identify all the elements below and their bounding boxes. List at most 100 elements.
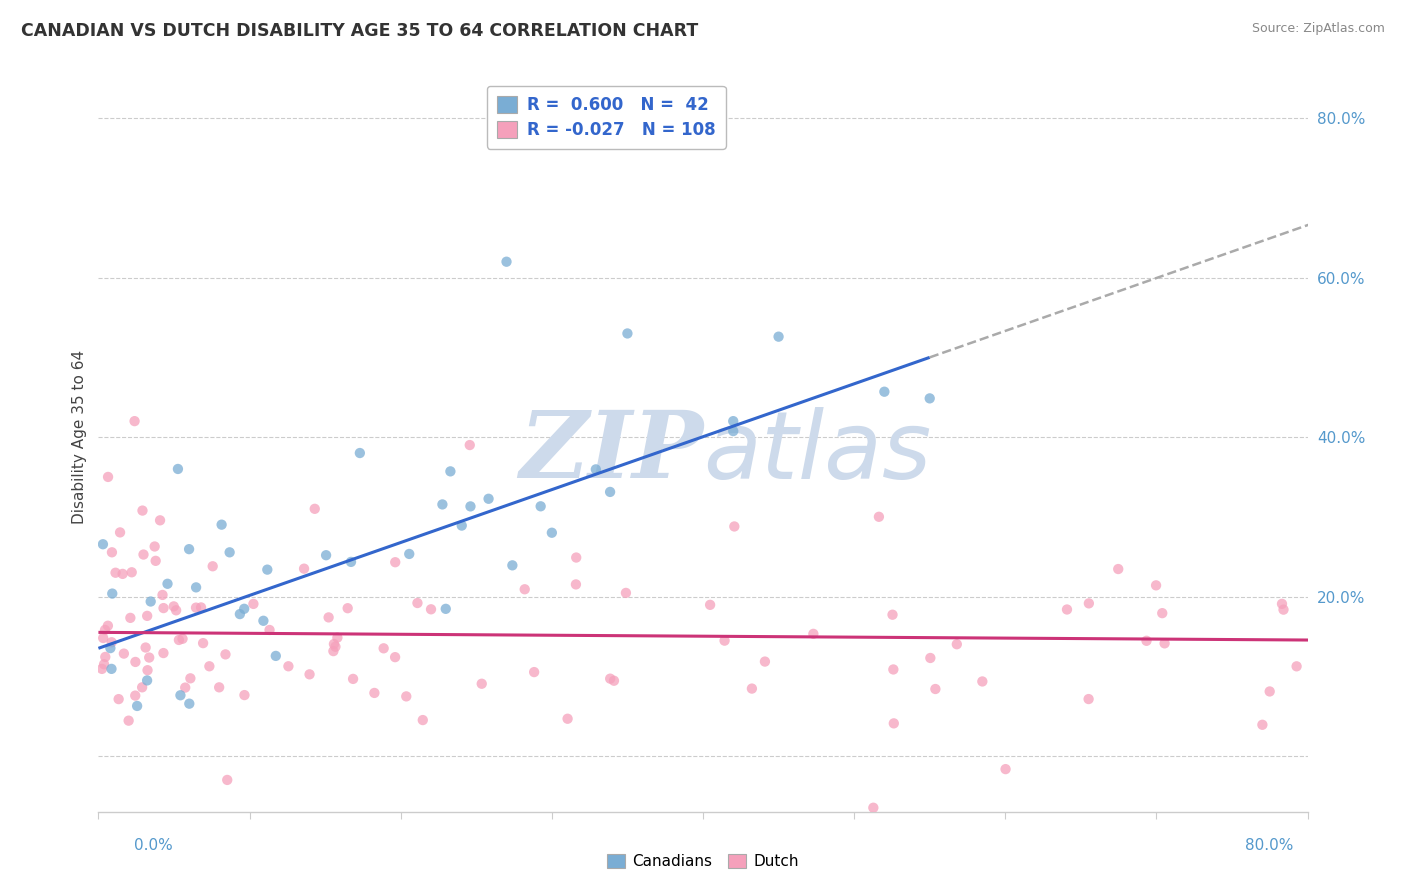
Point: [184, 600, 207, 615]
Point: [373, 641, 395, 656]
Point: [132, 548, 155, 562]
Point: [111, 566, 134, 581]
Point: [152, 646, 174, 660]
Point: [723, 519, 745, 533]
Point: [179, 697, 201, 711]
Point: [127, 698, 149, 713]
Point: [208, 681, 231, 695]
Point: [946, 637, 969, 651]
Point: [124, 689, 146, 703]
Point: [325, 640, 347, 654]
Point: [100, 635, 122, 649]
Point: [883, 716, 905, 731]
Point: [868, 509, 890, 524]
Point: [211, 517, 233, 532]
Point: [1144, 578, 1167, 592]
Point: [585, 462, 607, 476]
Point: [1107, 562, 1129, 576]
Point: [523, 665, 546, 679]
Point: [458, 438, 481, 452]
Point: [156, 576, 179, 591]
Point: [172, 632, 194, 646]
Point: [699, 598, 721, 612]
Point: [217, 772, 239, 787]
Point: [292, 562, 315, 576]
Point: [1077, 596, 1099, 610]
Point: [131, 681, 153, 695]
Point: [477, 491, 499, 506]
Point: [920, 651, 942, 665]
Point: [100, 641, 122, 656]
Point: [167, 632, 190, 647]
Point: [803, 627, 825, 641]
Point: [97, 470, 120, 484]
Point: [450, 518, 472, 533]
Point: [304, 501, 326, 516]
Point: [862, 801, 884, 815]
Point: [136, 673, 159, 688]
Point: [256, 563, 278, 577]
Point: [315, 548, 337, 562]
Point: [152, 601, 174, 615]
Point: [873, 384, 896, 399]
Point: [616, 326, 638, 341]
Point: [139, 594, 162, 608]
Point: [349, 446, 371, 460]
Point: [131, 503, 153, 517]
Point: [439, 464, 461, 478]
Point: [412, 713, 434, 727]
Point: [177, 542, 200, 557]
Point: [972, 674, 994, 689]
Point: [918, 392, 941, 406]
Point: [1135, 633, 1157, 648]
Point: [723, 424, 745, 438]
Point: [259, 623, 281, 637]
Point: [91, 537, 114, 551]
Point: [184, 580, 207, 594]
Point: [1272, 602, 1295, 616]
Point: [108, 525, 131, 540]
Point: [135, 640, 157, 655]
Point: [420, 602, 443, 616]
Point: [1152, 606, 1174, 620]
Point: [277, 659, 299, 673]
Point: [169, 688, 191, 702]
Point: [121, 566, 143, 580]
Point: [179, 671, 201, 685]
Point: [91, 662, 114, 676]
Point: [101, 545, 124, 559]
Legend: Canadians, Dutch: Canadians, Dutch: [600, 848, 806, 875]
Point: [994, 762, 1017, 776]
Point: [94, 649, 117, 664]
Point: [167, 462, 190, 476]
Point: [924, 681, 946, 696]
Point: [882, 663, 904, 677]
Point: [1258, 684, 1281, 698]
Point: [264, 648, 287, 663]
Point: [201, 559, 224, 574]
Point: [318, 610, 340, 624]
Point: [599, 672, 621, 686]
Point: [754, 655, 776, 669]
Legend: R =  0.600   N =  42, R = -0.027   N = 108: R = 0.600 N = 42, R = -0.027 N = 108: [486, 86, 725, 149]
Point: [614, 586, 637, 600]
Point: [152, 588, 174, 602]
Text: atlas: atlas: [703, 407, 931, 498]
Point: [434, 602, 457, 616]
Point: [191, 636, 214, 650]
Point: [229, 607, 252, 621]
Point: [298, 667, 321, 681]
Point: [124, 655, 146, 669]
Point: [112, 647, 135, 661]
Point: [124, 414, 146, 428]
Point: [233, 602, 256, 616]
Point: [322, 644, 344, 658]
Point: [143, 540, 166, 554]
Point: [342, 672, 364, 686]
Point: [252, 614, 274, 628]
Point: [713, 633, 735, 648]
Text: 80.0%: 80.0%: [1246, 838, 1294, 853]
Point: [723, 414, 745, 428]
Y-axis label: Disability Age 35 to 64: Disability Age 35 to 64: [72, 350, 87, 524]
Point: [198, 659, 221, 673]
